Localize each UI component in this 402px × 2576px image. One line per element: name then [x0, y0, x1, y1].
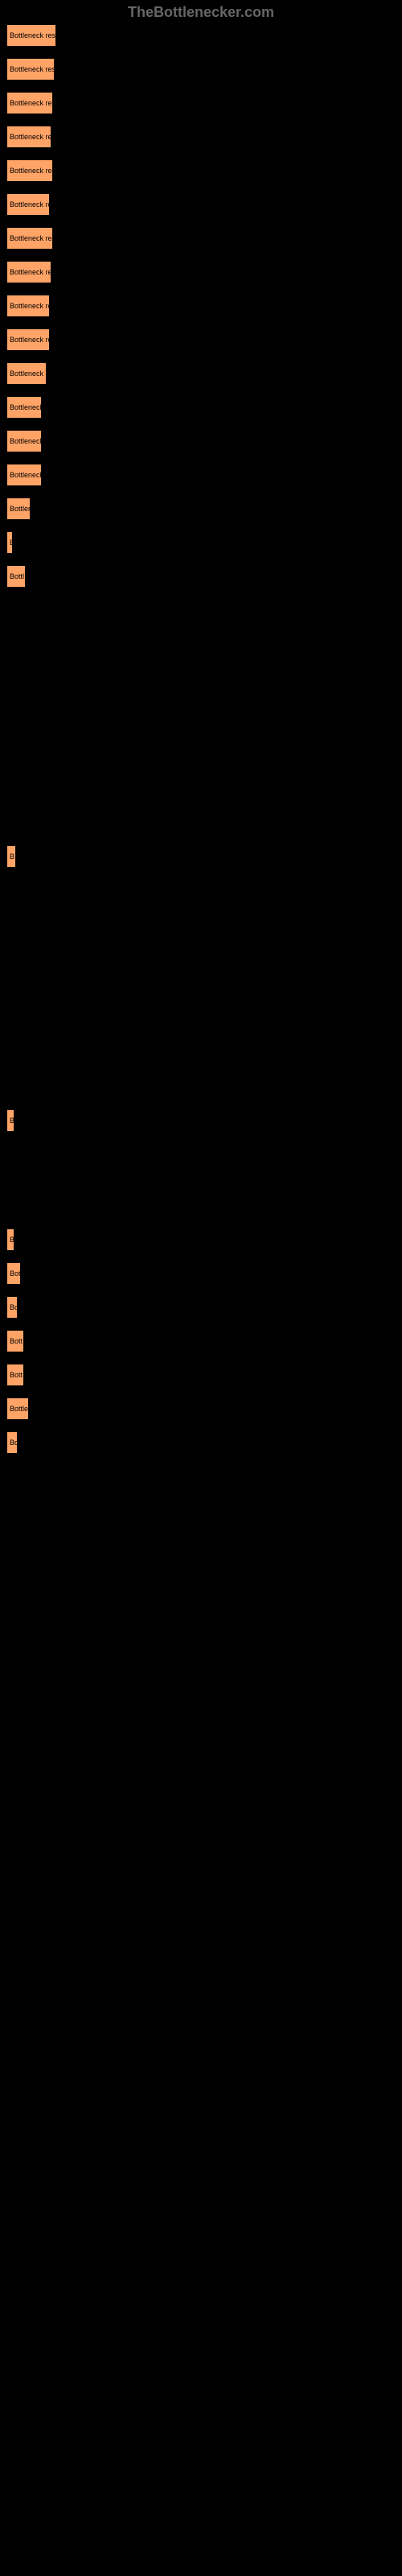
chart-bar: Bottleneck resi	[6, 58, 55, 80]
bar-row: Bottleneck re	[6, 261, 402, 283]
bar-label: Bottleneck res	[10, 167, 53, 175]
chart-bar: Bottleneck re	[6, 328, 50, 351]
bar-row: B	[6, 845, 402, 868]
bar-label: Bottleneck resu	[10, 31, 56, 39]
bar-row: Bottleneck re	[6, 295, 402, 317]
chart-bar: Bo	[6, 1296, 18, 1319]
bar-label: Bo	[10, 1439, 18, 1447]
bar-label: Bottleneck	[10, 403, 42, 411]
bar-label: Bottleneck	[10, 471, 42, 479]
bar-label: Bottle	[10, 1405, 28, 1413]
chart-bar: Bottler	[6, 497, 31, 520]
bar-label: B	[10, 1236, 14, 1244]
bar-label: B	[10, 539, 13, 547]
bar-label: Bottleneck re	[10, 302, 50, 310]
chart-bar: Bottl	[6, 565, 26, 588]
bar-row: Bottleneck	[6, 396, 402, 419]
bar-label: Bottleneck	[10, 437, 42, 445]
chart-bar: Bottleneck re	[6, 193, 50, 216]
chart-bar: Bottleneck res	[6, 159, 53, 182]
bar-row: Bottler	[6, 497, 402, 520]
bar-label: Bottler	[10, 505, 31, 513]
bar-row: Bottleneck	[6, 464, 402, 486]
bar-label: Bottleneck r	[10, 369, 47, 378]
chart-bar: Bottleneck re	[6, 261, 51, 283]
chart-bar: Bott	[6, 1330, 24, 1352]
chart-bar: Bott	[6, 1364, 24, 1386]
chart-bar: Bottleneck rei	[6, 126, 51, 148]
bar-row: B	[6, 1228, 402, 1251]
bar-label: Bottleneck rei	[10, 133, 51, 141]
bar-row: Bottleneck resu	[6, 24, 402, 47]
bar-label: Bottleneck resi	[10, 65, 55, 73]
bar-row: Bottl	[6, 565, 402, 588]
chart-bar: Bottleneck r	[6, 362, 47, 385]
bar-row: Bottleneck res	[6, 159, 402, 182]
chart-bar: Bottleneck res	[6, 227, 53, 250]
chart-bar: Bottleneck	[6, 464, 42, 486]
bar-label: Bottleneck re	[10, 336, 50, 344]
bar-label: Bottleneck re	[10, 200, 50, 208]
bar-label: Bottleneck re	[10, 268, 51, 276]
watermark-text: TheBottlenecker.com	[128, 4, 274, 21]
bar-row: Bottleneck	[6, 430, 402, 452]
chart-bar: B	[6, 1228, 14, 1251]
chart-bar: Bottleneck	[6, 430, 42, 452]
chart-bar: Bottleneck res	[6, 92, 53, 114]
bar-label: B	[10, 852, 14, 861]
bar-label: Bottl	[10, 572, 24, 580]
bar-row: Bo	[6, 1296, 402, 1319]
chart-bar: B	[6, 531, 13, 554]
bar-label: Bottleneck res	[10, 234, 53, 242]
bar-row: Bottleneck resi	[6, 58, 402, 80]
bar-row: B	[6, 1109, 402, 1132]
bar-row: Bottleneck re	[6, 193, 402, 216]
bars-container: Bottleneck resu Bottleneck resi Bottleneck…	[6, 24, 402, 1465]
chart-bar: Bottleneck resu	[6, 24, 56, 47]
bar-label: Bott	[10, 1371, 23, 1379]
chart-bar: Bottleneck	[6, 396, 42, 419]
bar-label: Bo	[10, 1303, 18, 1311]
bar-row: Bot	[6, 1262, 402, 1285]
bar-label: Bot	[10, 1269, 21, 1278]
bar-row: Bottle	[6, 1397, 402, 1420]
bar-row: Bottleneck res	[6, 92, 402, 114]
bar-label: B	[10, 1117, 14, 1125]
chart-bar: Bottle	[6, 1397, 29, 1420]
bar-row: Bott	[6, 1330, 402, 1352]
chart-bar: B	[6, 1109, 14, 1132]
bar-row: Bottleneck r	[6, 362, 402, 385]
bar-row: Bottleneck rei	[6, 126, 402, 148]
bar-row: Bott	[6, 1364, 402, 1386]
bar-row: Bottleneck res	[6, 227, 402, 250]
chart-bar: B	[6, 845, 16, 868]
chart-bar: Bo	[6, 1431, 18, 1454]
bar-row: Bottleneck re	[6, 328, 402, 351]
bar-label: Bott	[10, 1337, 23, 1345]
bar-row: Bo	[6, 1431, 402, 1454]
bar-label: Bottleneck res	[10, 99, 53, 107]
chart-bar: Bottleneck re	[6, 295, 50, 317]
chart-bar: Bot	[6, 1262, 21, 1285]
bar-row: B	[6, 531, 402, 554]
